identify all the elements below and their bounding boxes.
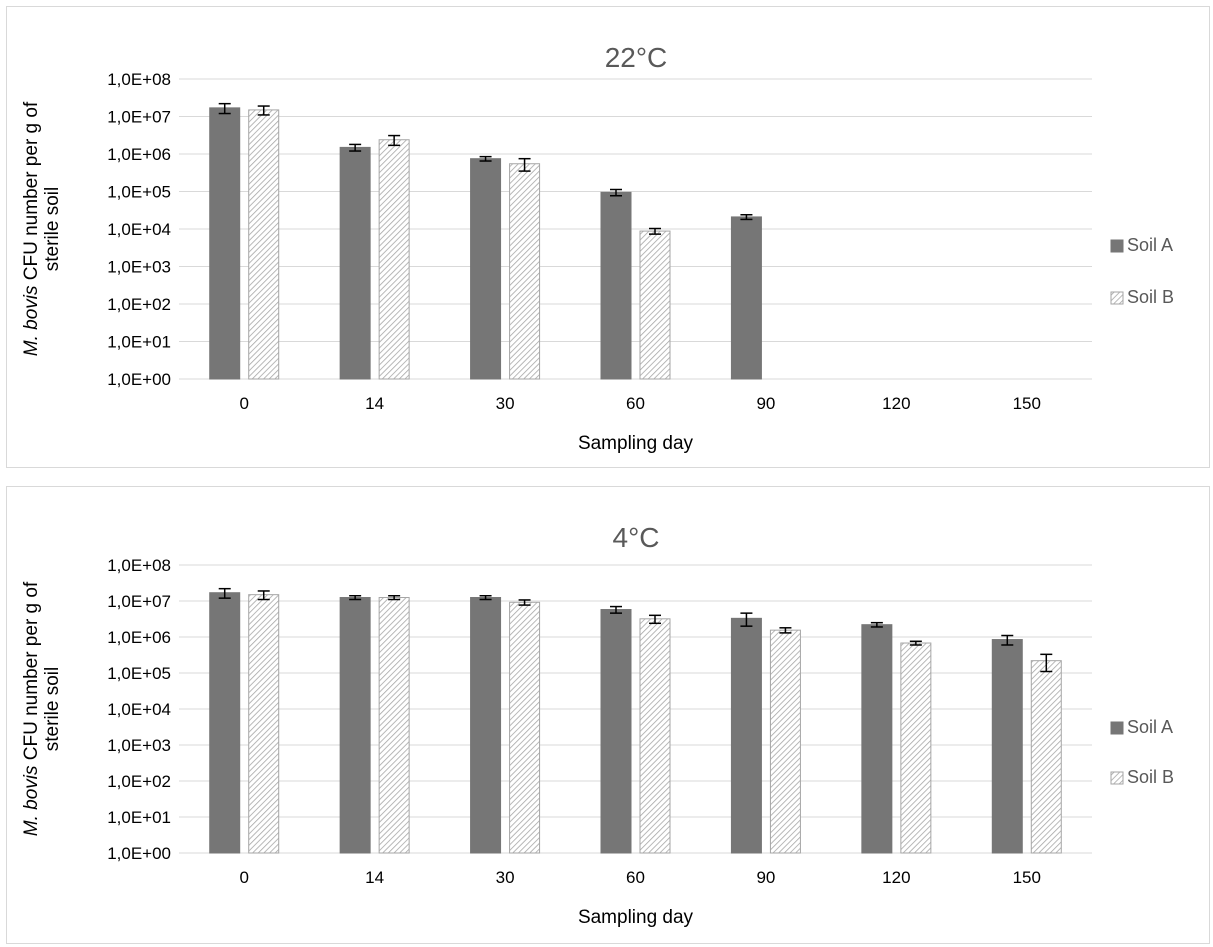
y-tick-label: 1,0E+00 [107,370,171,389]
x-tick-label: 30 [496,868,515,887]
x-tick-label: 14 [365,868,384,887]
bar-soil-b-day-0 [248,594,280,854]
bar-soil-b-day-120 [900,642,932,854]
bar-soil-b-day-30 [509,163,541,380]
y-tick-label: 1,0E+02 [107,772,171,791]
bar-soil-a-day-90 [730,216,762,380]
y-axis-label-line: sterile soil [42,667,63,751]
legend-label: Soil A [1127,235,1173,255]
bar-soil-a-day-0 [209,592,241,854]
legend-label: Soil B [1127,767,1174,787]
bar-soil-b-day-60 [639,618,671,854]
x-tick-label: 90 [756,394,775,413]
bar-soil-a-day-150 [991,639,1023,854]
x-tick-label: 0 [239,394,248,413]
legend-swatch [1110,721,1124,735]
y-axis-label-text: CFU number per g of [21,581,42,765]
y-axis-label-italic: M. bovis [21,285,42,356]
bar-soil-a-day-0 [209,107,241,380]
x-tick-label: 30 [496,394,515,413]
chart-panel-4c: 4°C 1,0E+00 1,0E+01 1,0E+02 1,0E+03 1,0E+04 1,… [6,486,1210,944]
x-axis-label: Sampling day [578,433,694,454]
chart-panel-22c: 22°C 1,0E+00 1,0E+01 1,0E+02 1,0E+03 1,0E+04 1… [6,6,1210,468]
bar-soil-a-day-30 [470,597,502,854]
y-tick-label: 1,0E+00 [107,844,171,863]
y-tick-label: 1,0E+05 [107,664,171,683]
legend-label: Soil A [1127,717,1173,737]
y-tick-label: 1,0E+08 [107,556,171,575]
chart-4c: 4°C 1,0E+00 1,0E+01 1,0E+02 1,0E+03 1,0E+04 1,… [21,522,1174,928]
y-tick-label: 1,0E+07 [107,108,171,127]
chart-title: 4°C [613,522,660,553]
y-axis-label-text: CFU number per g of [21,101,42,285]
y-axis-label-line: M. bovis CFU number per g of [21,101,42,356]
bar-soil-b-day-90 [769,629,801,854]
x-tick-label: 150 [1013,394,1041,413]
x-tick-label: 120 [882,394,910,413]
bar-soil-b-day-14 [378,597,410,854]
bar-soil-a-day-60 [600,191,632,380]
y-axis-label-italic: M. bovis [21,765,42,836]
bar-soil-a-day-120 [861,624,893,854]
y-axis-label: M. bovis CFU number per g ofsterile soil [21,101,63,356]
x-tick-label: 90 [756,868,775,887]
y-tick-label: 1,0E+07 [107,592,171,611]
legend-swatch [1110,291,1124,305]
chart-title: 22°C [605,42,668,73]
y-tick-label: 1,0E+04 [107,700,171,719]
legend-label: Soil B [1127,287,1174,307]
y-tick-label: 1,0E+06 [107,145,171,164]
bar-soil-b-day-14 [378,139,410,380]
bar-soil-a-day-14 [339,597,371,854]
chart-22c: 22°C 1,0E+00 1,0E+01 1,0E+02 1,0E+03 1,0E+04 1… [21,42,1174,454]
x-tick-label: 120 [882,868,910,887]
y-axis-label-text: sterile soil [42,667,63,751]
y-tick-label: 1,0E+01 [107,333,171,352]
y-axis-label: M. bovis CFU number per g ofsterile soil [21,581,63,836]
y-tick-label: 1,0E+01 [107,808,171,827]
legend-swatch [1110,771,1124,785]
x-tick-label: 14 [365,394,384,413]
bar-soil-b-day-150 [1030,660,1062,854]
y-tick-label: 1,0E+03 [107,258,171,277]
x-axis-label: Sampling day [578,907,694,928]
bar-soil-a-day-14 [339,146,371,380]
x-tick-label: 0 [239,868,248,887]
y-axis-label-line: M. bovis CFU number per g of [21,581,42,836]
y-tick-label: 1,0E+02 [107,295,171,314]
bar-soil-a-day-90 [730,617,762,854]
x-tick-label: 60 [626,868,645,887]
y-tick-label: 1,0E+08 [107,70,171,89]
legend-swatch [1110,239,1124,253]
bar-soil-a-day-60 [600,609,632,854]
y-tick-label: 1,0E+04 [107,220,171,239]
y-tick-label: 1,0E+06 [107,628,171,647]
y-tick-label: 1,0E+03 [107,736,171,755]
x-tick-label: 60 [626,394,645,413]
bar-soil-b-day-60 [639,230,671,380]
y-axis-label-text: sterile soil [42,187,63,271]
y-axis-label-line: sterile soil [42,187,63,271]
bar-soil-b-day-0 [248,109,280,380]
bar-soil-a-day-30 [470,158,502,380]
y-tick-label: 1,0E+05 [107,183,171,202]
bar-soil-b-day-30 [509,601,541,854]
x-tick-label: 150 [1013,868,1041,887]
